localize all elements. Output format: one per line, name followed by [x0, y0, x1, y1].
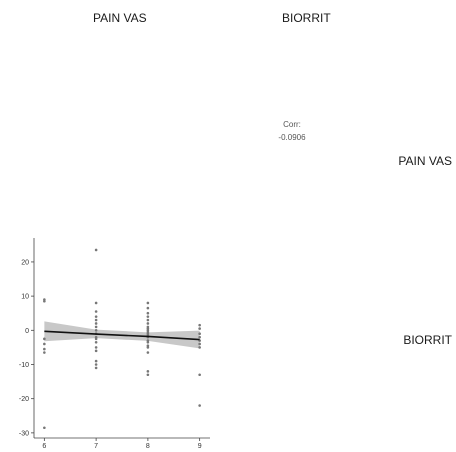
y-tick-label: 10	[21, 294, 29, 301]
correlation-label: Corr:	[283, 120, 301, 129]
data-point	[94, 322, 98, 325]
data-point	[94, 349, 98, 353]
data-point	[146, 373, 150, 377]
x-tick-label: 9	[198, 443, 202, 450]
fit-line	[44, 330, 200, 341]
data-point	[43, 342, 46, 346]
data-point	[146, 370, 150, 373]
y-tick-label: -30	[19, 430, 29, 437]
data-point	[43, 426, 46, 430]
data-point	[198, 404, 201, 407]
data-point	[94, 318, 98, 322]
data-point	[43, 299, 46, 303]
data-point	[146, 315, 150, 318]
y-tick-label: -10	[19, 362, 29, 369]
data-point	[94, 248, 98, 252]
y-tick-label: -20	[19, 396, 29, 403]
y-tick-label: 20	[21, 259, 29, 266]
data-point	[198, 346, 201, 349]
data-point	[198, 373, 201, 377]
data-point	[94, 315, 98, 318]
data-point	[146, 346, 150, 349]
data-point	[198, 323, 201, 327]
data-point	[94, 301, 98, 305]
data-point	[146, 306, 150, 310]
data-point	[198, 327, 201, 330]
data-point	[94, 363, 98, 366]
y-tick-label: 0	[25, 328, 29, 335]
data-point	[94, 340, 98, 344]
data-point	[94, 329, 98, 332]
data-point	[94, 337, 98, 341]
data-point	[43, 351, 46, 354]
row-strip-biorrit: BIORRIT	[403, 333, 452, 347]
data-point	[198, 342, 201, 346]
data-point	[198, 332, 201, 336]
data-point	[146, 322, 150, 325]
data-point	[94, 366, 98, 370]
data-point	[94, 346, 98, 349]
data-point	[94, 359, 98, 363]
data-point	[146, 318, 150, 322]
data-point	[43, 337, 46, 341]
data-point	[94, 310, 98, 313]
data-point	[146, 301, 150, 305]
correlation-value: -0.0906	[278, 133, 306, 142]
data-point	[198, 335, 201, 339]
data-point	[146, 351, 150, 354]
x-tick-label: 7	[94, 443, 98, 450]
axes-layer: 20 10 0 -10 -20 -30 6 7 8 9	[19, 238, 210, 450]
x-tick-label: 8	[146, 443, 150, 450]
fit-line-layer	[44, 330, 200, 341]
data-point	[94, 325, 98, 329]
correlation-panel: Corr: -0.0906	[252, 118, 332, 144]
data-point	[146, 311, 150, 315]
x-tick-label: 6	[42, 443, 46, 450]
column-strip-biorrit: BIORRIT	[282, 11, 331, 25]
row-strip-pain-vas: PAIN VAS	[398, 154, 452, 168]
column-strip-pain-vas: PAIN VAS	[93, 11, 147, 25]
data-point	[43, 347, 46, 351]
points-layer	[43, 248, 201, 430]
data-point	[146, 340, 150, 344]
